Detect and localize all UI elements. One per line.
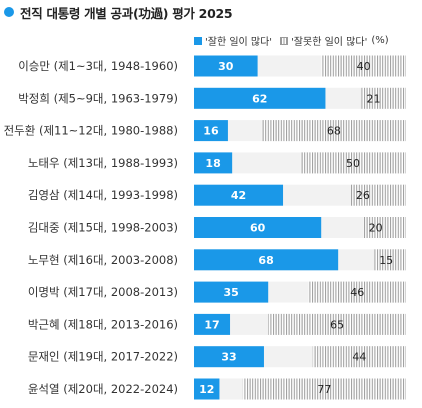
category-label: 노무현 (제16대, 2003-2008) — [28, 253, 178, 267]
bar-good — [194, 217, 322, 238]
data-label-bad: 26 — [356, 189, 370, 202]
category-label: 윤석열 (제20대, 2022-2024) — [28, 382, 178, 396]
bar-good — [194, 55, 258, 77]
bar-good — [194, 378, 220, 400]
bar-bad — [321, 55, 406, 77]
category-label: 김대중 (제15대, 1998-2003) — [28, 221, 178, 235]
bar-bad — [268, 313, 406, 335]
category-label: 노태우 (제13대, 1988-1993) — [28, 156, 178, 170]
bar-good — [194, 184, 284, 206]
data-label-good: 16 — [203, 125, 219, 138]
chart-title-row: 전직 대통령 개별 공과(功過) 평가 2025 — [4, 4, 233, 21]
chart-title: 전직 대통령 개별 공과(功過) 평가 2025 — [20, 5, 233, 21]
data-label-bad: 21 — [366, 92, 380, 105]
data-label-good: 62 — [252, 92, 267, 105]
category-label: 이명박 (제17대, 2008-2013) — [28, 285, 178, 299]
data-label-bad: 65 — [330, 318, 344, 331]
bar-bad — [242, 378, 406, 400]
bar-good — [194, 120, 228, 142]
bar-good — [194, 249, 339, 271]
bar-bad — [300, 152, 406, 174]
bar-bad — [261, 120, 406, 142]
legend-label-good: '잘한 일이 많다' — [205, 37, 273, 48]
category-label: 전두환 (제11~12대, 1980-1988) — [4, 124, 178, 138]
bar-bad — [308, 281, 406, 303]
category-label: 박정희 (제5~9대, 1963-1979) — [18, 91, 178, 105]
bar-good — [194, 281, 269, 303]
data-label-good: 35 — [223, 286, 238, 299]
data-label-bad: 50 — [346, 157, 360, 170]
category-label: 박근혜 (제18대, 2013-2016) — [28, 317, 178, 331]
bar-bad — [361, 87, 406, 109]
data-label-good: 12 — [199, 383, 214, 396]
data-label-bad: 77 — [317, 383, 331, 396]
data-label-bad: 20 — [369, 222, 383, 235]
data-label-good: 68 — [258, 254, 273, 267]
category-label: 문재인 (제19대, 2017-2022) — [28, 350, 178, 364]
data-label-bad: 68 — [327, 125, 341, 138]
legend-unit: (%) — [371, 35, 389, 46]
data-label-good: 33 — [221, 351, 236, 364]
title-bullet-icon — [4, 7, 14, 17]
data-label-bad: 15 — [379, 254, 393, 267]
data-label-good: 60 — [250, 222, 266, 235]
bar-good — [194, 152, 233, 174]
data-label-bad: 46 — [350, 286, 364, 299]
bar-good — [194, 346, 264, 368]
bar-bad — [350, 184, 406, 206]
legend-label-bad: '잘못한 일이 많다' — [291, 37, 368, 48]
data-label-good: 18 — [205, 157, 220, 170]
data-label-good: 17 — [204, 318, 219, 331]
legend-swatch-bad-icon — [280, 36, 289, 45]
category-label: 김영삼 (제14대, 1993-1998) — [28, 188, 178, 202]
bar-bad — [312, 346, 406, 368]
data-label-bad: 40 — [357, 60, 371, 73]
category-label: 이승만 (제1~3대, 1948-1960) — [18, 59, 178, 73]
bar-bad — [374, 249, 406, 271]
data-label-bad: 44 — [352, 351, 366, 364]
bar-good — [194, 87, 326, 109]
data-label-good: 42 — [231, 189, 246, 202]
bar-bad — [363, 217, 406, 238]
bar-good — [194, 313, 231, 335]
legend-swatch-good-icon — [194, 36, 202, 45]
data-label-good: 30 — [218, 60, 234, 73]
chart-legend: '잘한 일이 많다' '잘못한 일이 많다' (%) — [194, 33, 389, 48]
